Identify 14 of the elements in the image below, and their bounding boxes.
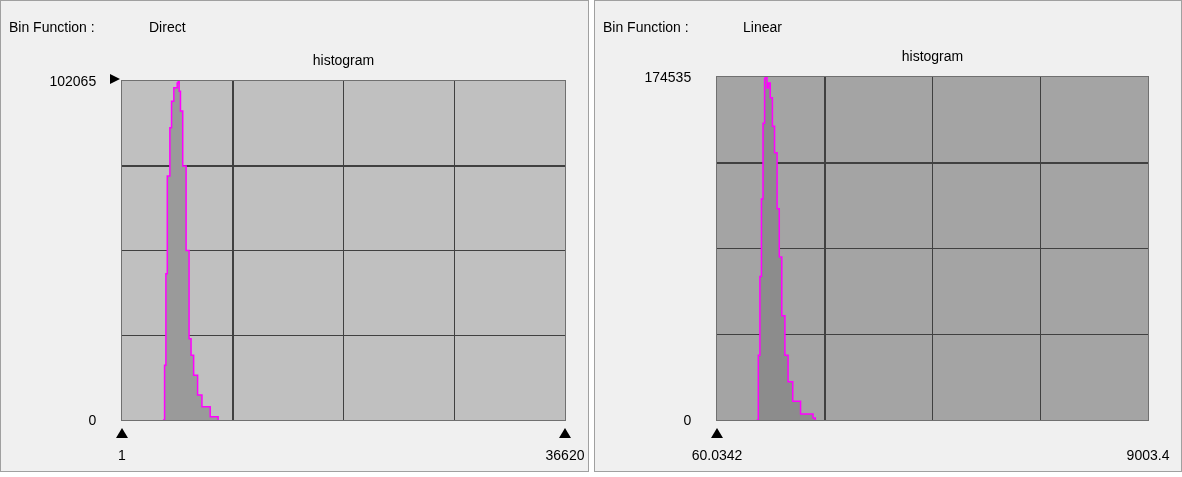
chart-title: histogram xyxy=(312,52,375,68)
x-tick-label: 60.0342 xyxy=(691,446,743,463)
x-tick-label: 36620 xyxy=(545,446,585,463)
text: Direct xyxy=(149,19,186,35)
text: Bin Function : xyxy=(9,19,95,35)
x-tick-label: 1 xyxy=(118,446,127,463)
text: Bin Function : xyxy=(603,19,689,35)
y-tick-label: 174535 xyxy=(644,68,692,85)
y-tick-label: 0 xyxy=(683,411,692,428)
chart-title: histogram xyxy=(901,48,964,64)
x-tick-label: 9003.4 xyxy=(1126,446,1170,463)
text: Linear xyxy=(743,19,782,35)
y-tick-label: 0 xyxy=(88,411,97,428)
y-tick-label: 102065 xyxy=(49,72,97,89)
